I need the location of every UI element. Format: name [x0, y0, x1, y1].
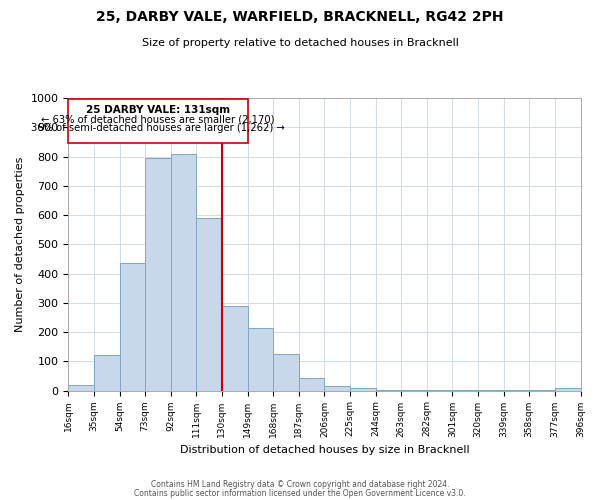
Bar	[273, 354, 299, 391]
Text: Contains public sector information licensed under the Open Government Licence v3: Contains public sector information licen…	[134, 488, 466, 498]
Bar	[171, 154, 196, 390]
Text: Size of property relative to detached houses in Bracknell: Size of property relative to detached ho…	[142, 38, 458, 48]
Bar	[196, 218, 222, 390]
Text: 36% of semi-detached houses are larger (1,262) →: 36% of semi-detached houses are larger (…	[31, 122, 285, 132]
Text: 25, DARBY VALE, WARFIELD, BRACKNELL, RG42 2PH: 25, DARBY VALE, WARFIELD, BRACKNELL, RG4…	[96, 10, 504, 24]
Bar	[222, 306, 248, 390]
Bar	[119, 264, 145, 390]
Text: Contains HM Land Registry data © Crown copyright and database right 2024.: Contains HM Land Registry data © Crown c…	[151, 480, 449, 489]
X-axis label: Distribution of detached houses by size in Bracknell: Distribution of detached houses by size …	[179, 445, 469, 455]
Bar	[68, 98, 248, 144]
Bar	[94, 356, 119, 390]
Text: 25 DARBY VALE: 131sqm: 25 DARBY VALE: 131sqm	[86, 106, 230, 116]
Bar	[325, 386, 350, 390]
Bar	[145, 158, 171, 390]
Bar	[299, 378, 325, 390]
Bar	[555, 388, 581, 390]
Y-axis label: Number of detached properties: Number of detached properties	[15, 156, 25, 332]
Bar	[248, 328, 273, 390]
Bar	[350, 388, 376, 390]
Bar	[68, 384, 94, 390]
Text: ← 63% of detached houses are smaller (2,170): ← 63% of detached houses are smaller (2,…	[41, 114, 275, 124]
